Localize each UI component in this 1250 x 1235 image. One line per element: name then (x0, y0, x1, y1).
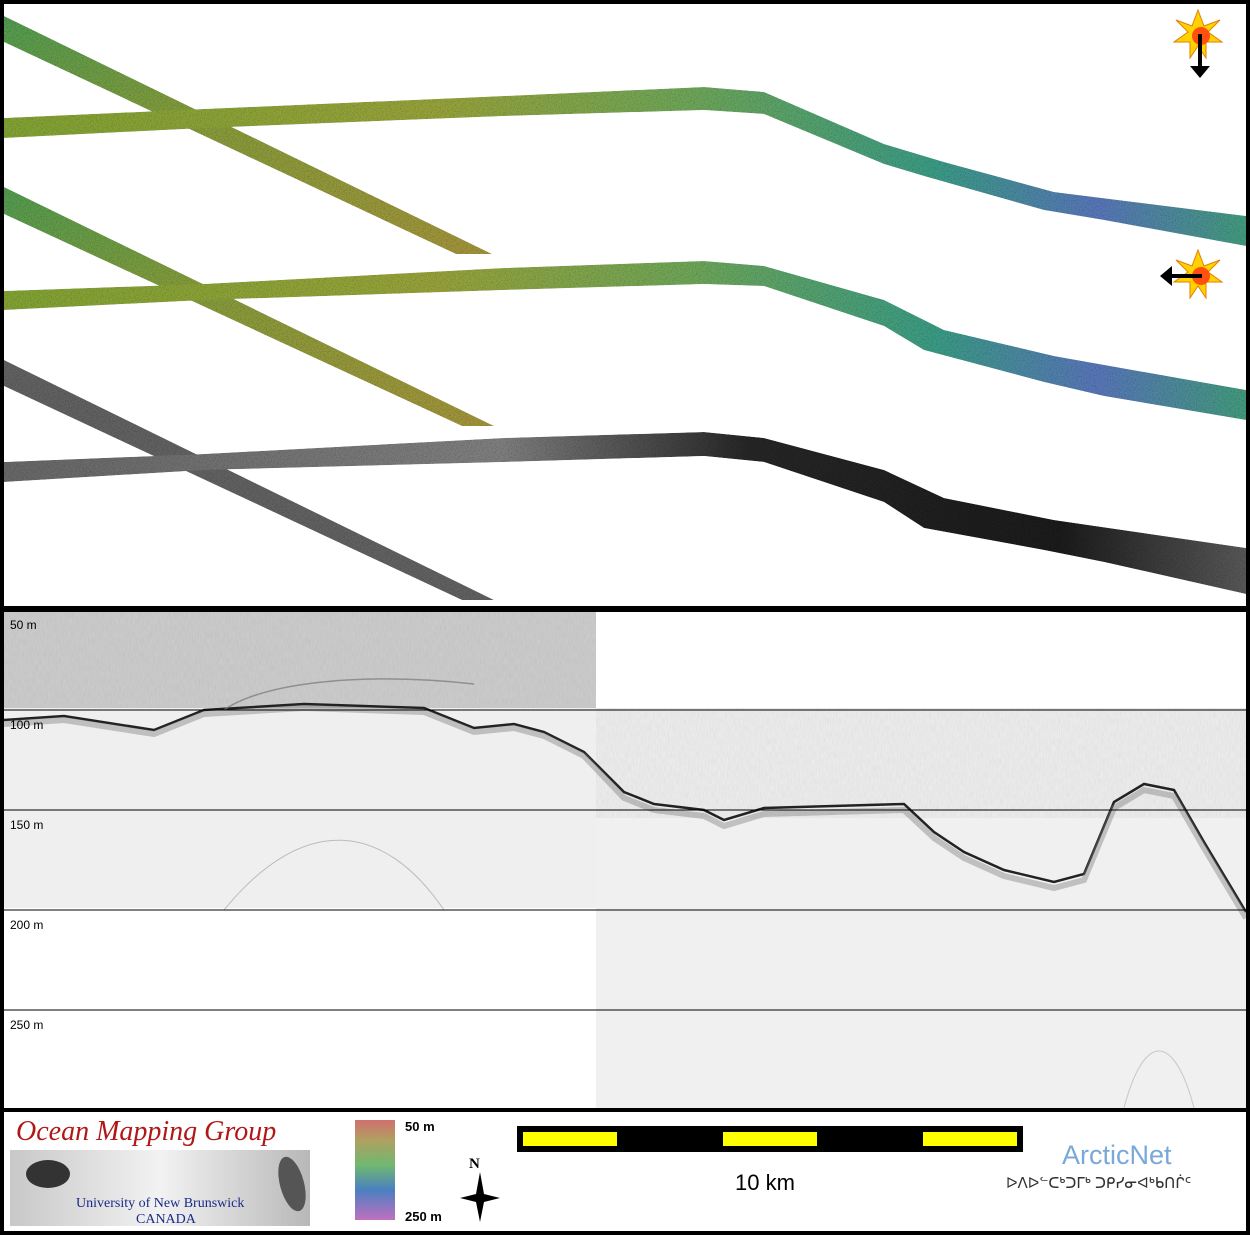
main-track-1 (4, 87, 1246, 246)
depth-label-50: 50 m (10, 618, 37, 632)
org-university: University of New Brunswick (76, 1196, 245, 1211)
sun-arrow-down-icon (1172, 8, 1224, 78)
seabed-profile (4, 702, 1246, 913)
arcticnet-syllabics: ᐅᐱᐅᓪᑕᒃᑐᒥᒃ ᑐᑭᓯᓂᐊᒃᑲᑎᒌᑦ (1006, 1175, 1192, 1192)
swath-tracks (4, 8, 1246, 600)
scale-bar (517, 1126, 1023, 1152)
subbottom-profile (4, 612, 1246, 1108)
scale-label: 10 km (735, 1170, 795, 1195)
diagonal-track-3 (4, 360, 494, 600)
depth-label-200: 200 m (10, 918, 44, 932)
org-country: CANADA (136, 1212, 196, 1227)
main-track-2 (4, 261, 1246, 420)
subbottom-profile-panel: 50 m 100 m 150 m 200 m 250 m (4, 612, 1246, 1108)
depth-label-150: 150 m (10, 818, 44, 832)
depth-label-250: 250 m (10, 1018, 44, 1032)
main-track-3 (4, 432, 1246, 594)
diagonal-track-2 (4, 187, 494, 426)
swath-group-3 (4, 360, 1246, 600)
colorbar-top-label: 50 m (405, 1119, 435, 1134)
colorbar-bottom-label: 250 m (405, 1209, 442, 1224)
compass-star-icon (460, 1172, 500, 1222)
survey-ship-icon (26, 1160, 70, 1188)
depth-label-100: 100 m (10, 718, 44, 732)
diagonal-track-1 (4, 16, 492, 254)
sun-arrow-left-icon (1160, 248, 1224, 300)
arcticnet-logo: ArcticNet (1062, 1140, 1172, 1170)
footer-panel: Ocean Mapping Group University of New Br… (4, 1112, 1246, 1231)
swath-group-2 (4, 187, 1246, 426)
depth-colorbar (355, 1120, 395, 1220)
org-title: Ocean Mapping Group (16, 1116, 277, 1147)
north-label: N (469, 1156, 480, 1172)
swath-map-panel (4, 4, 1246, 606)
swath-group-1 (4, 16, 1246, 254)
omg-logo-graphic (10, 1150, 310, 1226)
